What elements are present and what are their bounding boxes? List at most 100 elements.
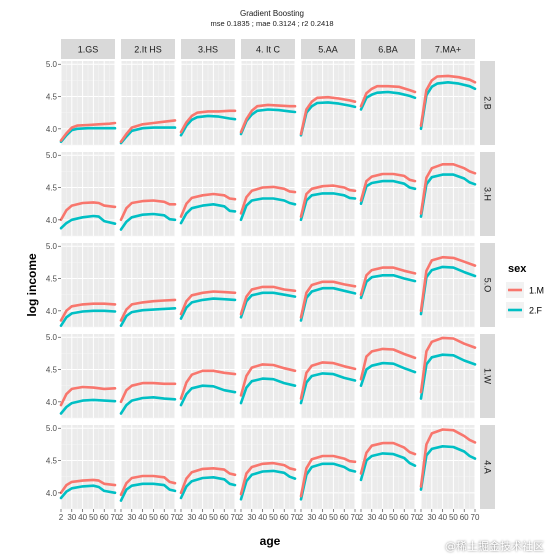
column-strip-label: 5.AA: [318, 45, 338, 55]
facet-panel: [239, 243, 297, 328]
x-tick-label: 2: [59, 513, 64, 522]
x-tick-label: 60: [280, 513, 289, 522]
facet-panel: [299, 334, 357, 419]
x-tick-label: 70: [171, 513, 180, 522]
series-line-female: [179, 297, 237, 320]
x-tick-label: 60: [340, 513, 349, 522]
x-tick-label: 50: [389, 513, 398, 522]
facet-panel: [179, 243, 237, 328]
series-line-female: [239, 469, 297, 501]
facet-panel: [419, 61, 477, 146]
facet-panel: [59, 425, 117, 510]
x-tick-label: 70: [411, 513, 420, 522]
x-tick-label: 30: [67, 513, 76, 522]
series-line-male: [59, 302, 117, 322]
row-strip: [480, 152, 495, 236]
series-line-male: [239, 103, 297, 134]
x-tick-label: 30: [187, 513, 196, 522]
series-line-female: [119, 482, 177, 502]
facet-panel: [239, 425, 297, 510]
series-line-male: [119, 199, 177, 222]
x-tick-label: 40: [78, 513, 87, 522]
series-line-male: [239, 363, 297, 397]
y-tick-label: 5.0: [46, 151, 58, 160]
series-line-female: [59, 398, 117, 415]
series-line-female: [359, 361, 417, 388]
facet-panel: [419, 243, 477, 328]
column-strip-label: 6.BA: [378, 45, 398, 55]
facet-panel: [119, 61, 177, 146]
series-line-female: [119, 212, 177, 231]
x-axis-label: age: [260, 534, 281, 548]
series-line-female: [359, 452, 417, 482]
facet-panel: [179, 61, 237, 146]
row-strip: [480, 243, 495, 327]
x-tick-label: 60: [100, 513, 109, 522]
series-line-male: [359, 347, 417, 381]
series-line-male: [359, 84, 417, 108]
series-line-female: [59, 484, 117, 500]
series-line-male: [179, 369, 237, 400]
series-line-female: [419, 353, 477, 400]
x-tick-label: 40: [438, 513, 447, 522]
facet-panel: [419, 425, 477, 510]
row-strip: [480, 61, 495, 145]
series-line-male: [299, 454, 357, 498]
facet-panel: [419, 334, 477, 419]
facet-panel: [359, 243, 417, 328]
x-tick-label: 40: [318, 513, 327, 522]
series-line-male: [299, 280, 357, 319]
series-line-female: [239, 291, 297, 319]
legend-label: 2.F: [529, 306, 543, 316]
series-line-male: [419, 336, 477, 394]
x-tick-label: 30: [247, 513, 256, 522]
series-line-female: [299, 372, 357, 405]
series-line-male: [119, 474, 177, 497]
facet-panel: [119, 152, 177, 237]
series-line-male: [179, 290, 237, 316]
x-tick-label: 30: [127, 513, 136, 522]
x-tick-label: 2: [239, 513, 244, 522]
y-tick-label: 4.5: [46, 93, 58, 102]
column-strip-label: 4. It C: [256, 45, 281, 55]
series-line-male: [239, 461, 297, 496]
facet-panel: [359, 425, 417, 510]
column-strip: [241, 39, 295, 59]
y-tick-label: 5.0: [46, 242, 58, 251]
column-strip: [121, 39, 175, 59]
facet-panel: [119, 334, 177, 419]
x-tick-label: 50: [269, 513, 278, 522]
column-strip-label: 2.It HS: [134, 45, 162, 55]
x-tick-label: 60: [460, 513, 469, 522]
series-line-male: [239, 285, 297, 316]
column-strip: [61, 39, 115, 59]
x-tick-label: 70: [471, 513, 480, 522]
series-line-male: [419, 74, 477, 127]
y-tick-label: 4.0: [46, 307, 58, 316]
facet-panel: [59, 334, 117, 419]
series-line-male: [119, 298, 177, 322]
series-line-female: [119, 395, 177, 415]
facet-panel: [59, 61, 117, 146]
x-tick-label: 50: [149, 513, 158, 522]
x-tick-label: 70: [291, 513, 300, 522]
series-line-male: [419, 428, 477, 488]
facet-panel: [299, 61, 357, 146]
x-tick-label: 50: [209, 513, 218, 522]
y-tick-label: 4.0: [46, 216, 58, 225]
series-line-male: [179, 466, 237, 495]
facet-panel: [419, 152, 477, 237]
column-strip-label: 1.GS: [78, 45, 99, 55]
row-strip: [480, 334, 495, 418]
series-line-female: [299, 101, 357, 137]
series-line-male: [59, 201, 117, 222]
x-tick-label: 60: [160, 513, 169, 522]
y-tick-label: 5.0: [46, 333, 58, 342]
series-line-female: [299, 462, 357, 501]
x-tick-label: 2: [299, 513, 304, 522]
x-tick-label: 40: [258, 513, 267, 522]
column-strip: [421, 39, 475, 59]
series-line-female: [179, 114, 237, 137]
y-tick-label: 4.0: [46, 125, 58, 134]
facet-panel: [179, 425, 237, 510]
